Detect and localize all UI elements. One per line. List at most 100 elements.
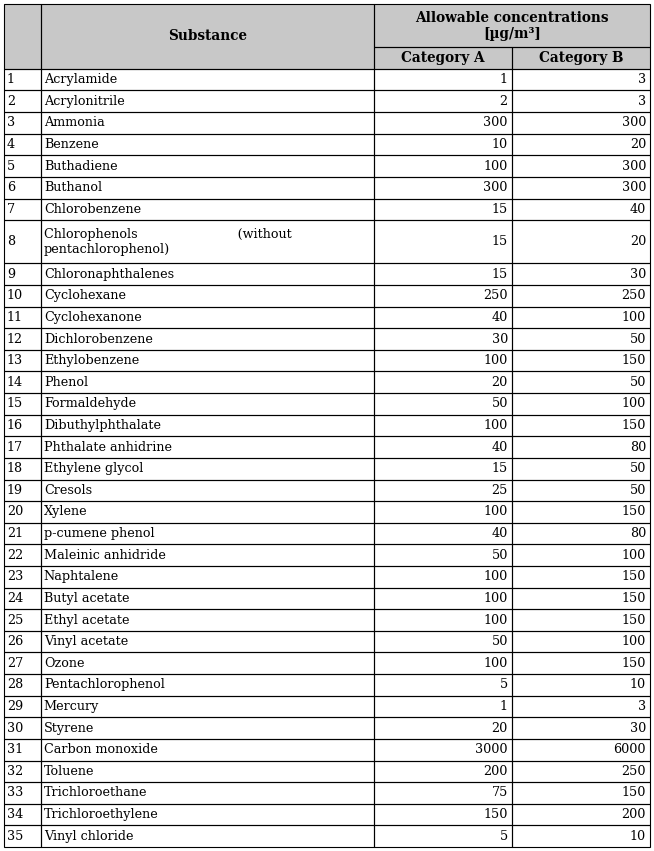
Bar	[41, 782, 373, 803]
Text: Substance: Substance	[167, 30, 247, 43]
Bar	[4, 653, 41, 674]
Bar	[512, 545, 650, 566]
Bar	[512, 587, 650, 609]
Text: 100: 100	[622, 311, 646, 324]
Text: Acrylamide: Acrylamide	[44, 73, 117, 86]
Bar	[41, 4, 373, 69]
Bar	[4, 695, 41, 717]
Bar	[512, 306, 650, 328]
Bar	[373, 695, 512, 717]
Bar	[373, 653, 512, 674]
Bar	[373, 437, 512, 458]
Bar	[512, 177, 650, 198]
Bar	[4, 761, 41, 782]
Text: Chlorobenzene: Chlorobenzene	[44, 203, 141, 216]
Bar	[41, 177, 373, 198]
Text: 100: 100	[622, 549, 646, 562]
Bar	[512, 523, 650, 545]
Text: 20: 20	[492, 376, 508, 389]
Bar	[4, 501, 41, 523]
Bar	[4, 717, 41, 739]
Bar	[4, 350, 41, 372]
Bar	[41, 393, 373, 414]
Bar	[512, 350, 650, 372]
Bar	[512, 653, 650, 674]
Text: 15: 15	[492, 235, 508, 248]
Text: 1: 1	[500, 73, 508, 86]
Bar	[4, 458, 41, 479]
Bar	[41, 350, 373, 372]
Bar	[41, 134, 373, 156]
Text: 100: 100	[622, 397, 646, 410]
Bar	[41, 156, 373, 177]
Bar	[512, 156, 650, 177]
Bar	[4, 264, 41, 285]
Bar	[41, 803, 373, 825]
Bar	[512, 198, 650, 220]
Bar	[4, 545, 41, 566]
Text: 150: 150	[621, 354, 646, 367]
Bar	[373, 587, 512, 609]
Text: 150: 150	[621, 657, 646, 670]
Text: Xylene: Xylene	[44, 505, 88, 518]
Text: 150: 150	[621, 570, 646, 583]
Bar	[373, 501, 512, 523]
Text: 300: 300	[483, 117, 508, 129]
Bar	[4, 112, 41, 134]
Bar	[4, 134, 41, 156]
Text: Trichloroethylene: Trichloroethylene	[44, 808, 158, 821]
Bar	[373, 220, 512, 264]
Text: 50: 50	[491, 549, 508, 562]
Bar	[41, 825, 373, 847]
Text: Buthanol: Buthanol	[44, 181, 102, 194]
Bar	[373, 393, 512, 414]
Text: Cyclohexane: Cyclohexane	[44, 289, 126, 302]
Bar	[373, 156, 512, 177]
Bar	[512, 717, 650, 739]
Bar	[41, 545, 373, 566]
Text: 35: 35	[7, 830, 24, 842]
Bar	[41, 372, 373, 393]
Bar	[512, 761, 650, 782]
Bar	[4, 717, 41, 739]
Text: Category A: Category A	[401, 51, 485, 65]
Text: 150: 150	[621, 786, 646, 799]
Text: 250: 250	[621, 765, 646, 778]
Bar	[41, 220, 373, 264]
Bar	[373, 4, 650, 48]
Bar	[41, 717, 373, 739]
Bar	[41, 177, 373, 198]
Bar	[41, 350, 373, 372]
Bar	[373, 587, 512, 609]
Bar	[4, 372, 41, 393]
Text: 30: 30	[7, 722, 24, 734]
Bar	[41, 393, 373, 414]
Text: Category B: Category B	[539, 51, 623, 65]
Text: 12: 12	[7, 333, 23, 346]
Text: 21: 21	[7, 527, 23, 540]
Bar	[41, 458, 373, 479]
Text: 40: 40	[630, 203, 646, 216]
Bar	[4, 328, 41, 350]
Text: 150: 150	[621, 614, 646, 626]
Text: 30: 30	[630, 268, 646, 281]
Bar	[512, 393, 650, 414]
Text: 1: 1	[500, 700, 508, 713]
Bar	[512, 674, 650, 695]
Bar	[512, 48, 650, 69]
Text: Butyl acetate: Butyl acetate	[44, 592, 129, 605]
Bar	[373, 112, 512, 134]
Text: Toluene: Toluene	[44, 765, 94, 778]
Bar	[4, 220, 41, 264]
Text: 150: 150	[621, 592, 646, 605]
Bar	[512, 328, 650, 350]
Bar	[373, 782, 512, 803]
Text: 5: 5	[500, 678, 508, 691]
Text: 150: 150	[483, 808, 508, 821]
Bar	[4, 156, 41, 177]
Text: Styrene: Styrene	[44, 722, 94, 734]
Bar	[4, 372, 41, 393]
Bar	[41, 695, 373, 717]
Bar	[373, 69, 512, 90]
Bar	[4, 156, 41, 177]
